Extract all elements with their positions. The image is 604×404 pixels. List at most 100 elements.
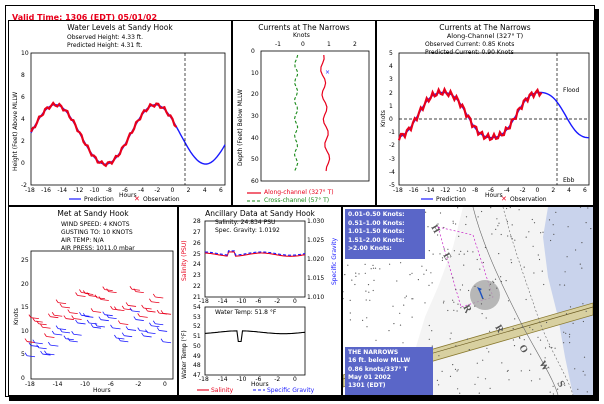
met-xlabel: Hours bbox=[93, 387, 111, 394]
wind-barb-flag bbox=[28, 314, 32, 318]
sounding-dot bbox=[372, 289, 374, 292]
sounding-dot bbox=[425, 211, 427, 213]
water-levels-title: Water Levels at Sandy Hook bbox=[67, 23, 173, 32]
legend-salinity: Salinity bbox=[211, 387, 234, 394]
anc-xtick-2: -10 bbox=[236, 376, 247, 383]
sounding-dot bbox=[459, 289, 461, 291]
sounding-dot bbox=[443, 248, 445, 250]
met-panel: Met at Sandy Hook WIND SPEED: 4 KNOTS GU… bbox=[8, 206, 178, 396]
wind-barb bbox=[69, 312, 78, 314]
sounding-dot bbox=[511, 224, 513, 226]
legend-cross-channel: Cross-channel (57° T) bbox=[264, 197, 330, 204]
ac-ytick-5: 0 bbox=[389, 116, 393, 123]
wind-barb bbox=[116, 309, 125, 311]
sounding-dot bbox=[566, 256, 568, 258]
sounding-dot bbox=[442, 302, 445, 304]
wind-barb bbox=[85, 315, 94, 318]
sounding-dot bbox=[423, 273, 425, 275]
ac-ytick-6: -1 bbox=[389, 129, 395, 137]
sounding-dot bbox=[510, 262, 513, 264]
sounding-dot bbox=[392, 305, 394, 307]
map-letter-1: E bbox=[440, 251, 453, 263]
wind-barb-flag bbox=[110, 305, 113, 310]
sounding-dot bbox=[513, 345, 516, 347]
wind-barb-flag bbox=[133, 316, 137, 320]
wind-barb-flag bbox=[129, 286, 133, 290]
sounding-dot bbox=[512, 339, 514, 341]
wl-ytick-2: 6 bbox=[21, 94, 25, 101]
wind-barb-flag bbox=[114, 334, 117, 339]
wind-barb bbox=[77, 295, 86, 297]
sounding-dot bbox=[477, 376, 479, 378]
sounding-dot bbox=[537, 254, 539, 256]
sounding-dot bbox=[532, 329, 534, 331]
wl-ytick-0: 10 bbox=[21, 50, 29, 57]
wl-xtick-7: -4 bbox=[138, 187, 145, 194]
sounding-dot bbox=[497, 225, 499, 227]
water-temp-line bbox=[204, 330, 306, 343]
sounding-dot bbox=[508, 379, 510, 381]
sounding-dot bbox=[437, 223, 439, 225]
svg-text:×: × bbox=[325, 69, 330, 76]
sounding-dot bbox=[479, 268, 481, 270]
wl-ytick-4: 2 bbox=[21, 138, 25, 145]
wind-barb bbox=[93, 311, 102, 313]
wind-barb-flag bbox=[125, 302, 129, 306]
temp-tick-2: 52 bbox=[193, 323, 201, 331]
sal-tick-4: 24 bbox=[193, 261, 201, 269]
sounding-dot bbox=[452, 364, 454, 366]
water-level-xlabel: Hours bbox=[119, 192, 137, 199]
wind-barb bbox=[135, 291, 144, 294]
wl-xtick-2: -14 bbox=[57, 187, 68, 194]
sounding-dot bbox=[548, 219, 551, 221]
sounding-dot bbox=[491, 233, 493, 235]
sounding-dot bbox=[533, 222, 536, 224]
wind-barb-flag bbox=[145, 307, 148, 312]
sounding-dot bbox=[518, 336, 521, 338]
wind-barb-flag bbox=[125, 326, 129, 330]
met-ytick-2: 15 bbox=[21, 304, 29, 312]
sounding-dot bbox=[494, 278, 497, 280]
sounding-dot bbox=[349, 299, 351, 301]
sounding-dot bbox=[530, 353, 532, 355]
sounding-dot bbox=[555, 211, 557, 213]
temp-tick-1: 53 bbox=[193, 313, 201, 321]
met-xtick-2: -10 bbox=[80, 381, 90, 388]
wind-barb-flag bbox=[156, 327, 160, 331]
sounding-dot bbox=[373, 279, 375, 281]
cp-xtick-3: 2 bbox=[353, 41, 357, 48]
sounding-dot bbox=[548, 346, 551, 348]
wind-barb bbox=[38, 347, 47, 350]
wind-barb bbox=[61, 331, 71, 334]
sounding-dot bbox=[533, 272, 535, 274]
svg-text:✕: ✕ bbox=[134, 195, 140, 203]
wind-barb bbox=[147, 332, 156, 335]
ancillary-chart bbox=[197, 220, 306, 391]
temp-tick-5: 49 bbox=[193, 352, 201, 360]
wind-barb bbox=[151, 325, 160, 328]
sounding-dot bbox=[447, 309, 449, 312]
sounding-dot bbox=[563, 342, 565, 344]
wind-barb-flag bbox=[32, 317, 36, 322]
ac-ytick-10: -5 bbox=[389, 182, 395, 189]
sounding-dot bbox=[396, 280, 398, 282]
currents-profile-title: Currents at The Narrows bbox=[258, 23, 350, 32]
current-station-circle bbox=[470, 280, 500, 310]
wind-barb bbox=[124, 335, 133, 338]
cp-ytick-4: 40 bbox=[251, 134, 259, 142]
wl-xtick-0: -18 bbox=[25, 187, 35, 194]
wind-barb bbox=[116, 337, 125, 340]
wind-barb-flag bbox=[102, 311, 106, 315]
sounding-dot bbox=[489, 387, 491, 389]
wind-barb-flag bbox=[55, 299, 59, 303]
wl-xtick-8: -2 bbox=[154, 187, 161, 194]
sounding-dot bbox=[542, 231, 544, 233]
wl-xtick-10: 2 bbox=[186, 187, 191, 194]
sounding-dot bbox=[489, 283, 491, 285]
sounding-dot bbox=[569, 342, 571, 344]
ac-xtick-0: -18 bbox=[393, 187, 403, 194]
sounding-dot bbox=[563, 331, 565, 333]
met-xtick-5: 0 bbox=[163, 381, 167, 388]
sounding-dot bbox=[476, 258, 478, 261]
